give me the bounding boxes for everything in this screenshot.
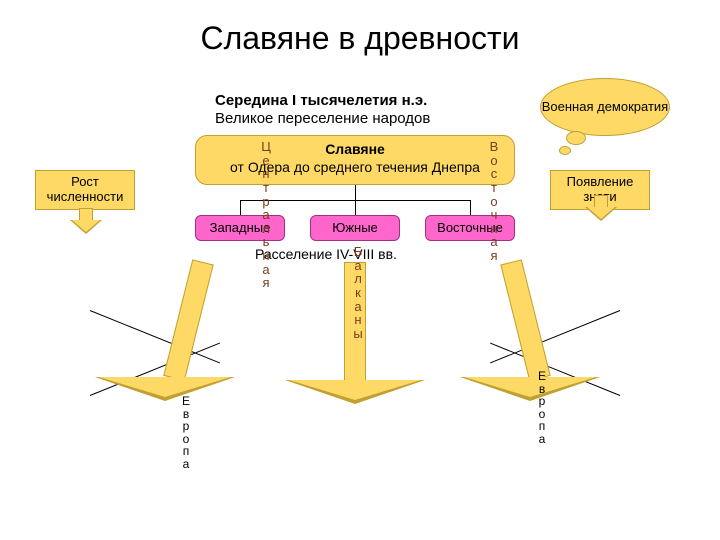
region-label-east-upper: В о с т о ч н а я [488, 140, 500, 263]
region-label-west-upper: Ц е н т р а л ь н а я [260, 140, 272, 290]
region-label-south: Б а л к а н ы [352, 245, 364, 340]
connector [355, 185, 356, 200]
branch-east: Восточные [425, 215, 515, 241]
decoration-line [490, 310, 620, 363]
cloud-callout: Военная демократия [540, 78, 670, 136]
settlement-label: Расселение IV-VIII вв. [255, 246, 397, 262]
region-label-west-lower: Е в р о п а [180, 395, 192, 471]
left-tag-arrow [70, 208, 102, 234]
connector [470, 200, 471, 215]
subtitle: Великое переселение народов [215, 110, 430, 127]
left-tag: Рост численности [35, 170, 135, 210]
decoration-line [90, 310, 220, 363]
page-title: Славяне в древности [0, 20, 720, 57]
connector [240, 200, 241, 215]
right-tag-arrow [585, 195, 617, 221]
arrow-bar-east [500, 259, 550, 381]
main-node-title: Славяне [325, 141, 385, 157]
arrow-head-west-fill [99, 377, 231, 397]
arrow-head-east-fill [464, 377, 596, 397]
region-label-east-lower: Е в р о п а [536, 370, 548, 446]
subtitle-bold: Середина I тысячелетия н.э. [215, 92, 427, 109]
connector [355, 200, 356, 215]
arrow-bar-west [163, 259, 213, 381]
arrow-head-south-fill [289, 380, 421, 400]
main-node: Славяне от Одера до среднего течения Дне… [195, 135, 515, 185]
branch-south: Южные [310, 215, 400, 241]
